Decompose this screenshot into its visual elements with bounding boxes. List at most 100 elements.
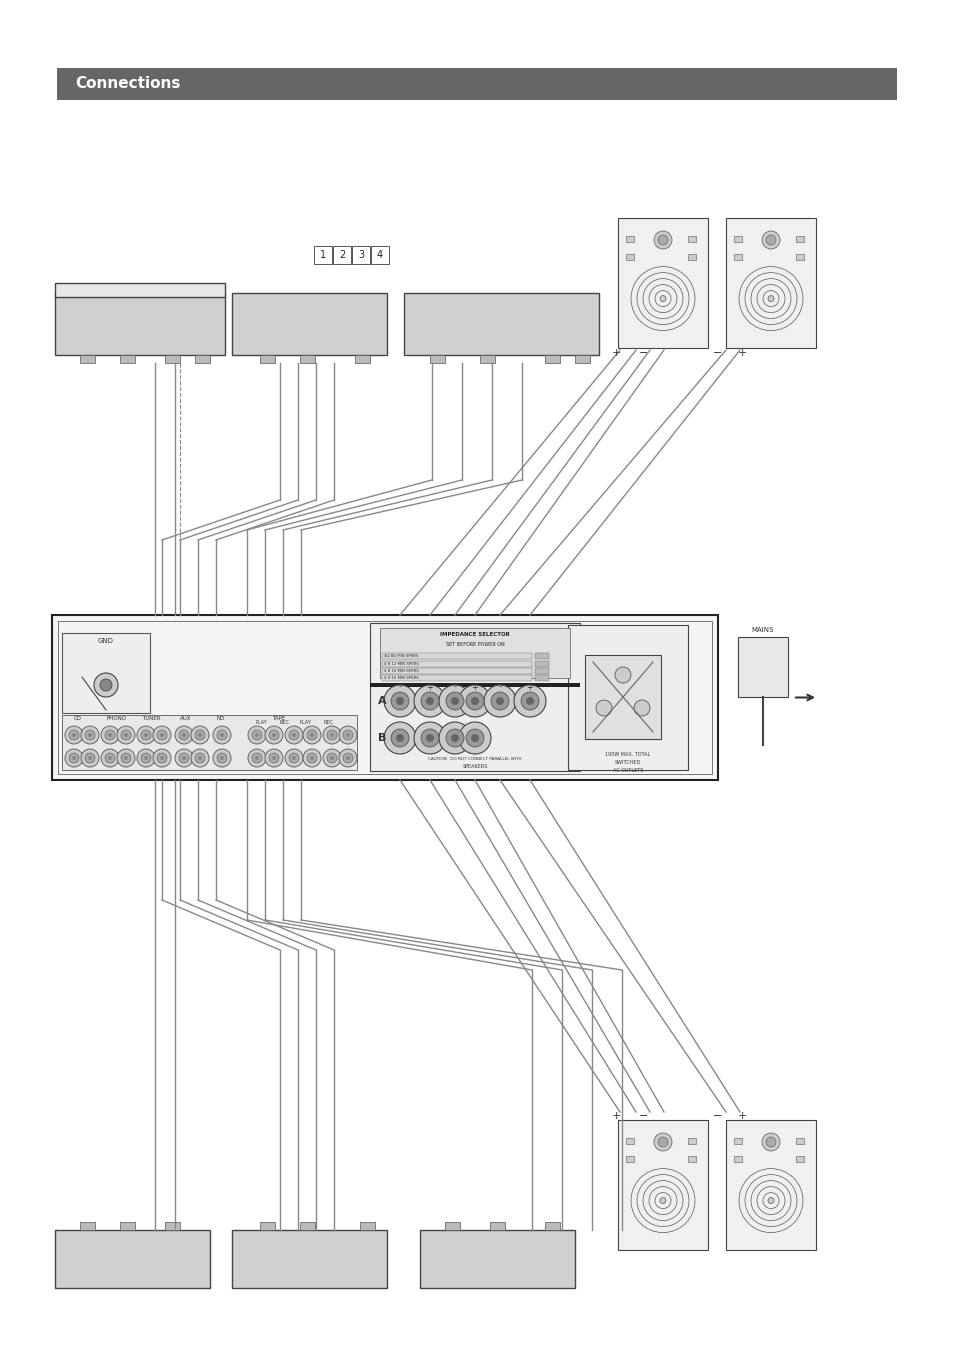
- Circle shape: [269, 730, 278, 740]
- Bar: [260, 355, 274, 363]
- Bar: [738, 638, 787, 697]
- Bar: [194, 355, 210, 363]
- Circle shape: [160, 734, 164, 738]
- Circle shape: [634, 700, 649, 716]
- Circle shape: [330, 757, 334, 761]
- Circle shape: [105, 730, 115, 740]
- Circle shape: [174, 748, 193, 767]
- Bar: [62, 715, 356, 770]
- Circle shape: [252, 730, 262, 740]
- Circle shape: [179, 730, 189, 740]
- Bar: [80, 355, 95, 363]
- Circle shape: [85, 730, 95, 740]
- Bar: [55, 282, 225, 297]
- Bar: [795, 254, 803, 259]
- Circle shape: [81, 748, 99, 767]
- Circle shape: [654, 231, 671, 249]
- Text: +: +: [737, 1111, 746, 1121]
- Bar: [120, 355, 135, 363]
- Circle shape: [395, 734, 403, 742]
- Bar: [535, 661, 548, 667]
- Text: B: B: [377, 734, 386, 743]
- Circle shape: [438, 721, 471, 754]
- Circle shape: [292, 757, 295, 761]
- Circle shape: [94, 673, 118, 697]
- Circle shape: [446, 692, 463, 711]
- Circle shape: [100, 680, 112, 690]
- Circle shape: [465, 730, 483, 747]
- Bar: [490, 1223, 504, 1229]
- Circle shape: [285, 748, 303, 767]
- Bar: [795, 1138, 803, 1144]
- Circle shape: [343, 730, 353, 740]
- Circle shape: [596, 700, 612, 716]
- Bar: [535, 676, 548, 681]
- Bar: [687, 254, 696, 259]
- Text: SET BEFORE POWER ON: SET BEFORE POWER ON: [445, 643, 504, 647]
- Circle shape: [252, 753, 262, 763]
- Circle shape: [307, 730, 316, 740]
- Circle shape: [438, 685, 471, 717]
- Circle shape: [71, 734, 76, 738]
- Text: CAUTION   DO NOT CONNECT PARALLEL WITH: CAUTION DO NOT CONNECT PARALLEL WITH: [428, 757, 521, 761]
- Text: GND: GND: [98, 638, 113, 644]
- Circle shape: [426, 734, 434, 742]
- Bar: [55, 1229, 210, 1288]
- Bar: [618, 218, 707, 349]
- Bar: [725, 218, 815, 349]
- Circle shape: [420, 730, 438, 747]
- Bar: [52, 615, 718, 780]
- Bar: [625, 236, 634, 242]
- Bar: [625, 1156, 634, 1162]
- Bar: [567, 626, 687, 770]
- Bar: [370, 684, 579, 688]
- Bar: [379, 628, 569, 678]
- Circle shape: [265, 725, 283, 744]
- Bar: [58, 621, 711, 774]
- Text: −: −: [639, 1111, 648, 1121]
- Bar: [57, 68, 896, 100]
- Text: 1: 1: [319, 250, 326, 259]
- Circle shape: [85, 753, 95, 763]
- Bar: [479, 355, 495, 363]
- Circle shape: [101, 725, 119, 744]
- Circle shape: [384, 685, 416, 717]
- Bar: [371, 246, 389, 263]
- Circle shape: [426, 697, 434, 705]
- Circle shape: [307, 753, 316, 763]
- Circle shape: [292, 734, 295, 738]
- Circle shape: [213, 748, 231, 767]
- Bar: [444, 1223, 459, 1229]
- Text: +: +: [526, 682, 533, 692]
- Circle shape: [216, 753, 227, 763]
- Bar: [687, 1138, 696, 1144]
- Circle shape: [88, 757, 91, 761]
- Circle shape: [81, 725, 99, 744]
- Circle shape: [458, 685, 491, 717]
- Circle shape: [451, 734, 458, 742]
- Text: AC OUTLETS: AC OUTLETS: [612, 769, 642, 774]
- Circle shape: [767, 296, 773, 301]
- Circle shape: [514, 685, 545, 717]
- Circle shape: [323, 725, 340, 744]
- Text: IMPEDANCE SELECTOR: IMPEDANCE SELECTOR: [439, 632, 510, 638]
- Circle shape: [285, 725, 303, 744]
- Bar: [314, 246, 332, 263]
- Circle shape: [289, 753, 298, 763]
- Text: PHONO: PHONO: [107, 716, 127, 720]
- Text: TUNER: TUNER: [142, 716, 160, 720]
- Bar: [725, 1120, 815, 1250]
- Circle shape: [69, 753, 79, 763]
- Circle shape: [446, 730, 463, 747]
- Circle shape: [451, 697, 458, 705]
- Text: +: +: [737, 349, 746, 358]
- Circle shape: [174, 725, 193, 744]
- Circle shape: [71, 757, 76, 761]
- Bar: [544, 1223, 559, 1229]
- Text: 100W MAX. TOTAL: 100W MAX. TOTAL: [605, 753, 650, 758]
- Circle shape: [152, 725, 171, 744]
- Bar: [55, 293, 225, 355]
- Text: −: −: [713, 349, 722, 358]
- Circle shape: [101, 748, 119, 767]
- Circle shape: [157, 730, 167, 740]
